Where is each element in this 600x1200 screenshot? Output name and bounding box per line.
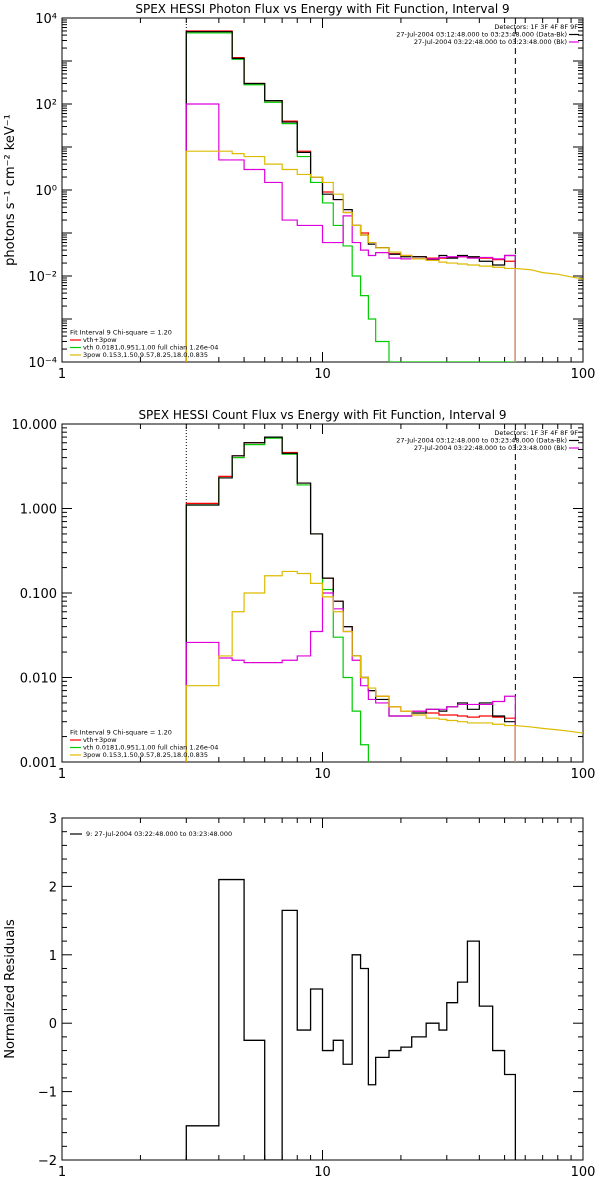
y-tick-label: 0.010 <box>20 672 57 687</box>
series-line-4 <box>185 570 516 762</box>
series-tail-4 <box>515 724 583 734</box>
legend-top-line: 27-Jul-2004 03:22:48.000 to 03:23:48.000… <box>414 38 567 46</box>
legend-top-line: Detectors: 1F 3F 4F 8F 9F <box>494 429 578 437</box>
y-tick-label: 10⁻² <box>28 270 57 285</box>
series-group <box>185 30 583 362</box>
y-tick-label: 10⁴ <box>35 12 57 27</box>
series-tail-4 <box>515 267 583 280</box>
y-tick-label: 10⁻⁴ <box>28 356 57 371</box>
chart-title: SPEX HESSI Photon Flux vs Energy with Fi… <box>135 2 509 16</box>
chart-panel-2: SPEX HESSI Count Flux vs Energy with Fit… <box>12 408 596 782</box>
legend-top-line: Detectors: 1F 3F 4F 8F 9F <box>494 23 578 31</box>
y-tick-label: 0.100 <box>20 587 57 602</box>
series-line-0 <box>185 436 516 762</box>
series-group <box>185 878 517 1160</box>
residual-histogram <box>185 878 517 1160</box>
x-tick-label: 1 <box>58 767 66 782</box>
legend-bottom-line: Fit Interval 9 Chi-square = 1.20 <box>70 329 172 337</box>
y-tick-label: 0 <box>49 1017 57 1032</box>
series-line-1 <box>185 437 516 762</box>
y-tick-label: 10.000 <box>12 418 58 433</box>
x-tick-label: 100 <box>571 367 596 382</box>
series-line-1 <box>185 32 516 362</box>
x-tick-label: 10 <box>314 1165 331 1180</box>
y-tick-label: −2 <box>38 1154 57 1169</box>
chart-title: SPEX HESSI Count Flux vs Energy with Fit… <box>138 408 506 422</box>
y-tick-label: 2 <box>49 880 57 895</box>
legend-bottom-line: Fit Interval 9 Chi-square = 1.20 <box>70 729 172 737</box>
series-line-0 <box>185 30 516 362</box>
y-tick-label: 3 <box>49 812 57 827</box>
chart-panel-3: 1 10 100 −2 −1 0 1 2 3 Normalized Residuals 9: 27-… <box>3 812 595 1180</box>
legend-bottom-line: vth+3pow <box>83 736 117 744</box>
x-tick-label: 10 <box>314 367 331 382</box>
y-tick-label: 10² <box>35 98 57 113</box>
y-tick-label: −1 <box>38 1086 57 1101</box>
series-group <box>185 436 583 762</box>
x-tick-label: 10 <box>314 767 331 782</box>
legend-bottom-line: 3pow 0.153,1.50,9.57,8.25,18.0,0.835 <box>83 751 208 759</box>
y-axis-label: Normalized Residuals <box>3 919 18 1059</box>
legend-top-line: 27-Jul-2004 03:12:48.000 to 03:23:48.000… <box>396 437 567 445</box>
y-tick-label: 0.001 <box>20 756 57 771</box>
x-tick-label: 1 <box>58 367 66 382</box>
y-tick-label: 10⁰ <box>35 184 57 199</box>
x-tick-label: 100 <box>571 1165 596 1180</box>
x-tick-label: 100 <box>571 767 596 782</box>
series-line-2 <box>185 31 516 362</box>
series-line-3 <box>185 103 516 362</box>
legend-bottom-line: 3pow 0.153,1.50,9.57,8.25,18.0,0.835 <box>83 351 208 359</box>
y-tick-label: 1 <box>49 949 57 964</box>
legend-bottom-line: vth 0.0181,0.951,1.00 full chian 1.26e-0… <box>83 344 218 352</box>
y-axis-label: photons s⁻¹ cm⁻² keV⁻¹ <box>3 114 18 266</box>
series-line-4 <box>185 150 516 362</box>
legend-bottom-line: vth+3pow <box>83 336 117 344</box>
legend-top-line: 27-Jul-2004 03:22:48.000 to 03:23:48.000… <box>414 444 567 452</box>
legend-bottom-line: vth 0.0181,0.951,1.00 full chian 1.26e-0… <box>83 744 218 752</box>
x-tick-label: 1 <box>58 1165 66 1180</box>
chart-panel-1: SPEX HESSI Photon Flux vs Energy with Fi… <box>3 2 595 382</box>
legend-line: 9: 27-Jul-2004 03:22:48.000 to 03:23:48.… <box>86 830 232 838</box>
legend-top-line: 27-Jul-2004 03:12:48.000 to 03:23:48.000… <box>396 31 567 39</box>
y-tick-label: 1.000 <box>20 503 57 518</box>
series-line-2 <box>185 436 516 762</box>
